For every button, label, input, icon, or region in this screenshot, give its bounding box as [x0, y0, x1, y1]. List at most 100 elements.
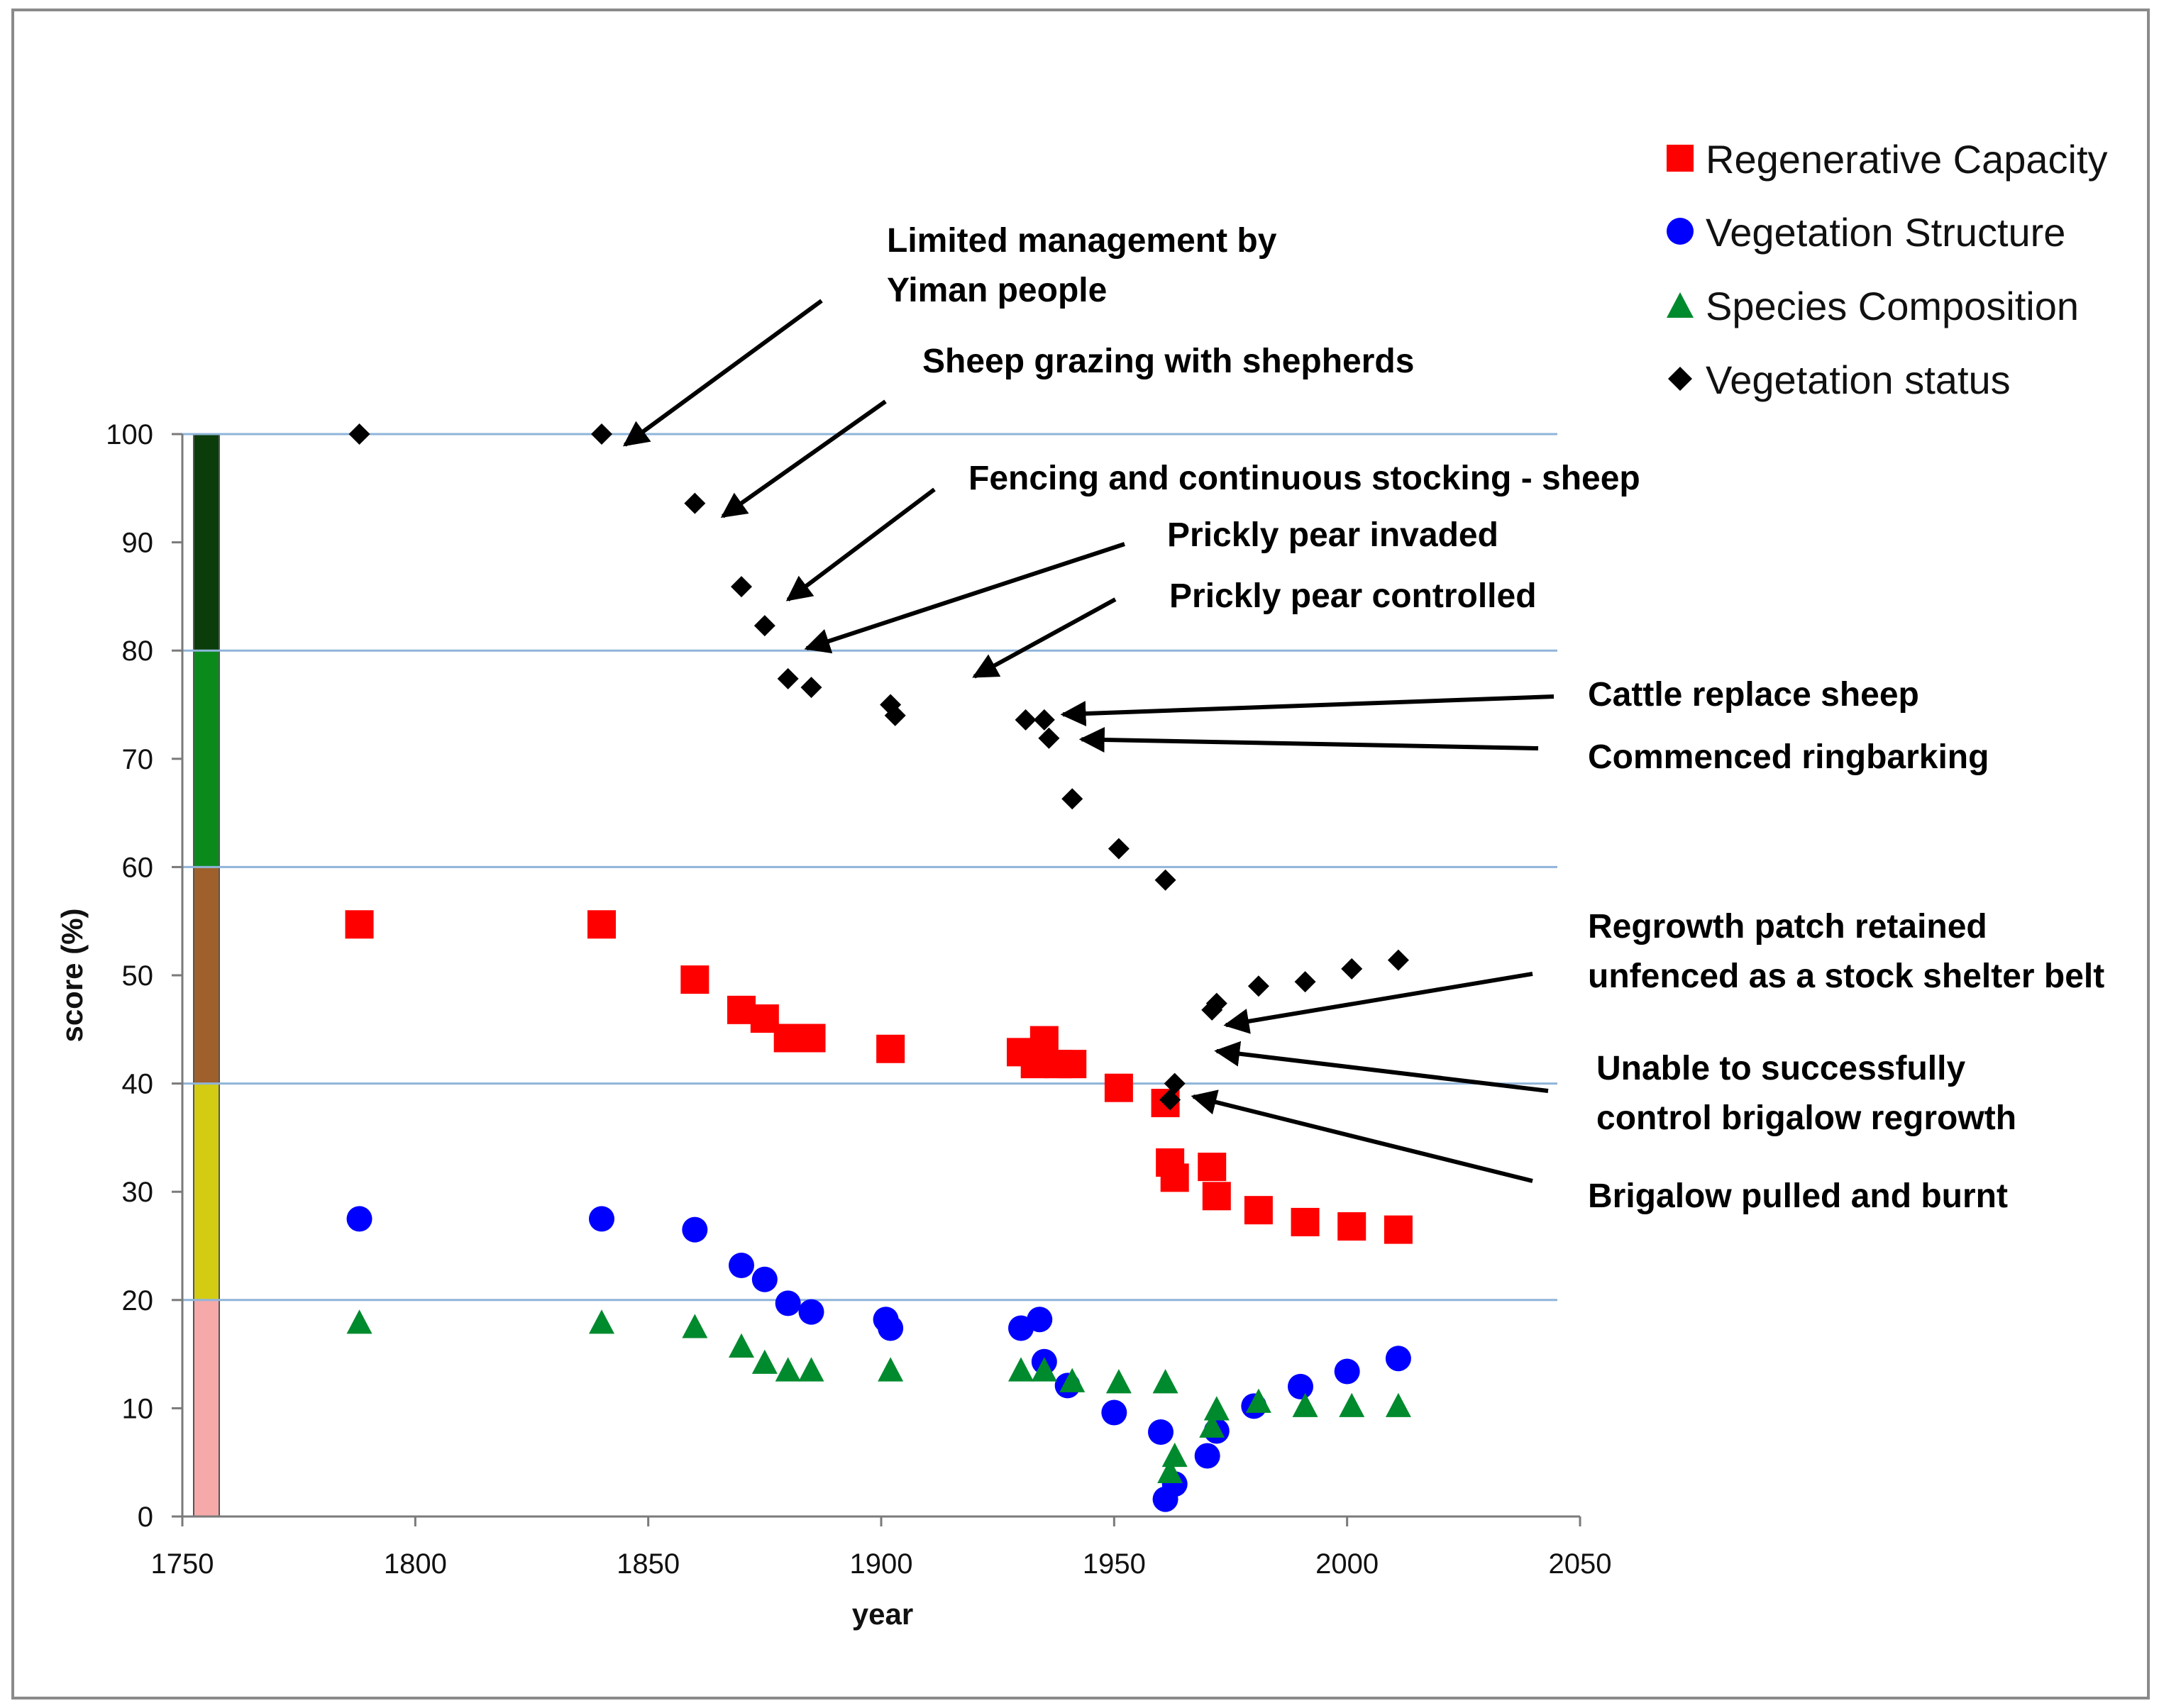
annotation-text: Prickly pear invaded — [1167, 516, 1498, 554]
vegetation-status-point — [1033, 709, 1055, 731]
vegetation-structure-point — [751, 1266, 778, 1292]
x-tick-label: 2000 — [1315, 1548, 1379, 1580]
annotation-line: Regrowth patch retained — [1588, 908, 1987, 946]
annotation-text: Fencing and continuous stocking - sheep — [968, 460, 1640, 497]
vegetation-structure-point — [729, 1252, 754, 1278]
annotation-line: Sheep grazing with shepherds — [922, 343, 1414, 380]
vegetation-status-point — [1015, 709, 1037, 731]
species-composition-point — [1199, 1413, 1225, 1438]
annotation-line: Prickly pear controlled — [1169, 577, 1537, 615]
species-composition-point — [729, 1333, 754, 1358]
legend-label-species-composition: Species Composition — [1706, 284, 2079, 328]
vegetation-structure-point — [878, 1315, 904, 1341]
regenerative-capacity-point — [1029, 1026, 1059, 1055]
legend-marker-vegetation-structure — [1667, 218, 1694, 245]
x-tick-label: 1800 — [384, 1548, 447, 1580]
vegetation-structure-point — [1288, 1373, 1313, 1399]
vegetation-status-point — [731, 576, 752, 598]
regenerative-capacity-point — [876, 1034, 905, 1063]
species-composition-point — [798, 1357, 824, 1382]
status-band — [194, 434, 219, 651]
annotation-arrow — [622, 299, 823, 447]
data-points — [345, 423, 1413, 1512]
annotation-arrow — [804, 542, 1125, 654]
annotation-arrow — [785, 487, 936, 601]
y-tick-label: 100 — [106, 419, 153, 450]
status-band — [194, 1083, 219, 1300]
x-tick-label: 1950 — [1083, 1548, 1146, 1580]
x-tick-label: 1850 — [617, 1548, 680, 1580]
annotation-text: Sheep grazing with shepherds — [922, 343, 1414, 380]
annotation-arrow — [720, 399, 887, 518]
vegetation-structure-point — [346, 1206, 372, 1232]
vegetation-status-point — [1247, 975, 1269, 997]
annotation-text: Prickly pear controlled — [1169, 577, 1537, 615]
annotations: Limited management by Yiman people Sheep g… — [622, 222, 2104, 1215]
regenerative-capacity-point — [1058, 1050, 1087, 1079]
regenerative-capacity-point — [797, 1024, 826, 1053]
annotation-arrow — [1060, 694, 1555, 727]
species-composition-point — [682, 1314, 708, 1338]
vegetation-structure-point — [1101, 1399, 1127, 1426]
status-band — [194, 650, 219, 867]
y-axis-title: score (%) — [55, 908, 89, 1042]
species-composition-point — [751, 1349, 778, 1374]
regenerative-capacity-point — [1291, 1207, 1320, 1236]
y-tick-label: 70 — [122, 744, 154, 775]
chart-border — [11, 9, 2150, 1699]
y-tick-label: 20 — [122, 1285, 154, 1316]
vegetation-structure-point — [1334, 1358, 1360, 1385]
annotation-line: Yiman people — [887, 272, 1107, 309]
species-composition-point — [1203, 1396, 1230, 1421]
status-band-bar — [193, 433, 220, 1517]
vegetation-status-point — [1341, 958, 1363, 980]
vegetation-status-point — [1061, 788, 1083, 810]
vegetation-structure-point — [1027, 1307, 1053, 1333]
legend: Regenerative Capacity Vegetation Structur… — [1667, 137, 2108, 402]
vegetation-structure-point — [1194, 1443, 1220, 1469]
regenerative-capacity-point — [587, 910, 616, 939]
regenerative-capacity-point — [1244, 1196, 1273, 1225]
x-tick-label: 2050 — [1549, 1548, 1612, 1580]
vegetation-status-point — [884, 704, 906, 726]
species-composition-point — [775, 1357, 801, 1382]
y-tick-label: 50 — [122, 960, 154, 992]
vegetation-status-point — [1205, 992, 1227, 1014]
species-composition-point — [1339, 1392, 1365, 1417]
vegetation-status-point — [1294, 971, 1316, 993]
species-composition-point — [1031, 1357, 1057, 1382]
x-axis-title: year — [852, 1597, 913, 1631]
vegetation-structure-point — [1385, 1346, 1411, 1372]
vegetation-status-point — [753, 615, 775, 637]
species-composition-point — [1059, 1368, 1086, 1392]
y-axis-ticks: 0 10 20 30 40 50 60 70 80 90 100 — [106, 419, 182, 1533]
annotation-line: unfenced as a stock shelter belt — [1588, 958, 2104, 995]
vegetation-structure-point — [775, 1290, 801, 1316]
legend-marker-regenerative-capacity — [1667, 145, 1694, 172]
annotation-arrow — [1214, 1041, 1549, 1093]
annotation-arrow — [972, 597, 1117, 679]
annotation-line: Cattle replace sheep — [1588, 676, 1919, 714]
species-composition-point — [1385, 1392, 1411, 1417]
annotation-line: Limited management by — [887, 222, 1277, 260]
vegetation-status-point — [591, 423, 612, 445]
y-tick-label: 10 — [122, 1393, 154, 1424]
x-tick-label: 1750 — [151, 1548, 214, 1580]
status-band — [194, 1299, 219, 1516]
x-tick-label: 1900 — [850, 1548, 913, 1580]
regenerative-capacity-point — [1104, 1073, 1133, 1102]
species-composition-point — [1008, 1357, 1034, 1382]
species-composition-point — [1292, 1392, 1318, 1417]
vegetation-structure-point — [682, 1216, 708, 1243]
legend-label-regenerative-capacity: Regenerative Capacity — [1706, 137, 2108, 182]
y-tick-label: 30 — [122, 1177, 154, 1208]
regenerative-capacity-point — [1384, 1215, 1413, 1244]
annotation-text: Brigalow pulled and burnt — [1588, 1177, 2008, 1215]
y-tick-label: 90 — [122, 528, 154, 559]
vegetation-status-point — [800, 677, 822, 699]
x-axis-ticks: 1750 1800 1850 1900 1950 2000 2050 — [151, 1516, 1612, 1580]
legend-marker-vegetation-status — [1668, 367, 1692, 391]
legend-label-vegetation-structure: Vegetation Structure — [1706, 210, 2065, 255]
species-composition-point — [589, 1309, 614, 1334]
